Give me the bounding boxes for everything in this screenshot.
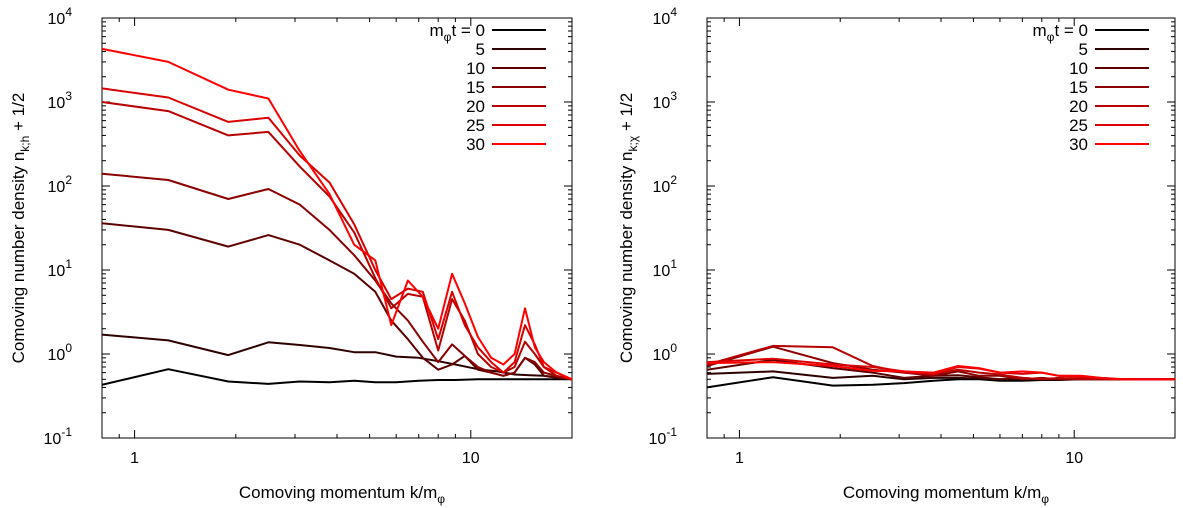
panel-right-x-tick-label: 10 bbox=[1065, 450, 1083, 467]
panel-right-legend-label-5: 5 bbox=[1079, 40, 1088, 59]
panel-right-legend-label-25: 25 bbox=[1069, 116, 1088, 135]
panel-left-series-line-5 bbox=[102, 333, 572, 381]
panel-left-y-axis-label: Comoving number density nk;h + 1/2 bbox=[9, 93, 32, 364]
panel-left-legend-label-30: 30 bbox=[466, 135, 485, 154]
panel-left-series-group bbox=[102, 47, 572, 386]
panel-right-chart: 10-1 100 101 102 103 104 1 10 Comoving momentum … bbox=[617, 5, 1176, 506]
panel-right-legend-label-15: 15 bbox=[1069, 78, 1088, 97]
panel-right-x-axis-label: Comoving momentum k/mφ bbox=[843, 483, 1049, 506]
panel-left-series-line-10 bbox=[102, 222, 572, 381]
panel-right-legend-label-10: 10 bbox=[1069, 59, 1088, 78]
panel-left-y-tick-label: 103 bbox=[48, 89, 73, 112]
panel-right-x-tick-label: 1 bbox=[735, 450, 744, 467]
panel-right-series-line-30 bbox=[707, 361, 1175, 381]
panel-left-y-tick-label: 102 bbox=[48, 173, 73, 196]
panel-right-legend-label-30: 30 bbox=[1069, 135, 1088, 154]
panel-left-y-tick-label: 10-1 bbox=[44, 425, 73, 448]
panel-left-series-line-15 bbox=[102, 172, 572, 381]
panel-left-chart: 10-1 100 101 102 103 104 1 10 Comoving momentum … bbox=[9, 5, 573, 506]
panel-right-legend-label-0: mφt = 0 bbox=[1032, 21, 1088, 44]
panel-left-legend-label-0: mφt = 0 bbox=[429, 21, 485, 44]
panel-left-x-axis-label: Comoving momentum k/mφ bbox=[239, 483, 445, 506]
panel-left-legend-label-20: 20 bbox=[466, 97, 485, 116]
panel-right-y-tick-label: 100 bbox=[653, 341, 678, 364]
panel-left-legend-label-25: 25 bbox=[466, 116, 485, 135]
panel-left-y-tick-label: 100 bbox=[48, 341, 73, 364]
panel-left-legend-label-10: 10 bbox=[466, 59, 485, 78]
panel-left-y-tick-label: 104 bbox=[48, 5, 73, 28]
panel-right-y-axis-label: Comoving number density nk;χ + 1/2 bbox=[617, 93, 640, 363]
panel-right-y-tick-label: 102 bbox=[653, 173, 678, 196]
panel-left-y-tick-label: 101 bbox=[48, 257, 73, 280]
panel-left-series-line-0 bbox=[102, 368, 572, 386]
panel-left-x-tick-label: 1 bbox=[130, 450, 139, 467]
panel-right-y-tick-label: 101 bbox=[653, 257, 678, 280]
panel-left-x-tick-label: 10 bbox=[462, 450, 480, 467]
panel-left-legend-label-15: 15 bbox=[466, 78, 485, 97]
panel-right-series-group bbox=[707, 344, 1175, 389]
panel-right-legend-label-20: 20 bbox=[1069, 97, 1088, 116]
panel-left-series-line-20 bbox=[102, 101, 572, 381]
panel-right-y-tick-label: 10-1 bbox=[649, 425, 678, 448]
panel-left-series-line-30 bbox=[102, 47, 572, 381]
panel-right-y-tick-label: 104 bbox=[653, 5, 678, 28]
panel-right-y-tick-label: 103 bbox=[653, 89, 678, 112]
panel-left-series-line-25 bbox=[102, 87, 572, 381]
panel-left-legend-label-5: 5 bbox=[476, 40, 485, 59]
